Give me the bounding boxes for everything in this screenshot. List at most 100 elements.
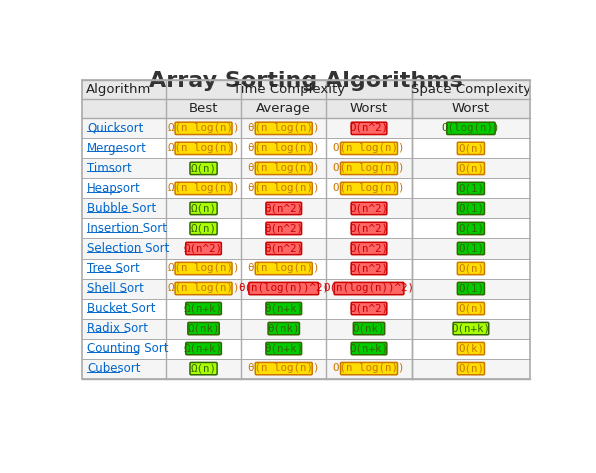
- Text: O(n): O(n): [458, 263, 484, 273]
- Text: Insertion Sort: Insertion Sort: [87, 221, 167, 235]
- Text: O(k): O(k): [458, 343, 484, 353]
- Text: Counting Sort: Counting Sort: [87, 342, 169, 355]
- FancyBboxPatch shape: [186, 302, 221, 315]
- Text: Shell Sort: Shell Sort: [87, 281, 144, 295]
- FancyBboxPatch shape: [457, 242, 485, 254]
- FancyBboxPatch shape: [266, 342, 302, 355]
- Text: θ(n(log(n))^2): θ(n(log(n))^2): [238, 283, 329, 293]
- FancyBboxPatch shape: [255, 263, 312, 275]
- Text: O(n): O(n): [458, 303, 484, 313]
- FancyBboxPatch shape: [457, 182, 485, 194]
- FancyBboxPatch shape: [249, 282, 319, 295]
- Text: Ω(n log(n)): Ω(n log(n)): [168, 123, 239, 133]
- FancyBboxPatch shape: [457, 142, 485, 155]
- Text: Time Complexity: Time Complexity: [232, 83, 345, 96]
- FancyBboxPatch shape: [255, 142, 312, 155]
- Text: Ω(n log(n)): Ω(n log(n)): [168, 143, 239, 153]
- Text: θ(n^2): θ(n^2): [264, 203, 303, 213]
- FancyBboxPatch shape: [351, 202, 387, 215]
- Text: O(n^2): O(n^2): [349, 263, 389, 273]
- Text: Quicksort: Quicksort: [87, 122, 143, 134]
- Text: Bucket Sort: Bucket Sort: [87, 302, 156, 315]
- FancyBboxPatch shape: [351, 242, 387, 254]
- FancyBboxPatch shape: [255, 362, 312, 375]
- Text: θ(n+k): θ(n+k): [264, 303, 303, 313]
- FancyBboxPatch shape: [266, 222, 302, 235]
- Text: Cubesort: Cubesort: [87, 362, 141, 375]
- FancyBboxPatch shape: [457, 282, 485, 295]
- Text: θ(n log(n)): θ(n log(n)): [248, 363, 319, 373]
- Text: O(n log(n)): O(n log(n)): [333, 183, 405, 193]
- FancyBboxPatch shape: [457, 362, 485, 375]
- Text: θ(n log(n)): θ(n log(n)): [248, 143, 319, 153]
- Bar: [82, 318, 530, 339]
- Text: θ(n log(n)): θ(n log(n)): [248, 263, 319, 273]
- FancyBboxPatch shape: [175, 122, 232, 134]
- Bar: [82, 279, 530, 298]
- Text: Ω(nk): Ω(nk): [187, 323, 220, 333]
- Bar: [82, 80, 530, 378]
- Text: O(n^2): O(n^2): [349, 243, 389, 253]
- Text: Ω(n log(n)): Ω(n log(n)): [168, 263, 239, 273]
- Text: Ω(n log(n)): Ω(n log(n)): [168, 183, 239, 193]
- Text: O(n^2): O(n^2): [349, 303, 389, 313]
- Text: Ω(n+k): Ω(n+k): [184, 343, 223, 353]
- Text: Selection Sort: Selection Sort: [87, 242, 169, 254]
- FancyBboxPatch shape: [340, 162, 398, 175]
- Text: Best: Best: [189, 102, 218, 115]
- FancyBboxPatch shape: [351, 302, 387, 315]
- Text: O(n): O(n): [458, 363, 484, 373]
- Text: Worst: Worst: [350, 102, 388, 115]
- Bar: [82, 199, 530, 219]
- Text: O(n+k): O(n+k): [451, 323, 491, 333]
- Bar: [82, 259, 530, 279]
- Text: O(1): O(1): [458, 203, 484, 213]
- FancyBboxPatch shape: [266, 202, 302, 215]
- FancyBboxPatch shape: [351, 122, 387, 134]
- Text: O(1): O(1): [458, 283, 484, 293]
- Text: O(n^2): O(n^2): [349, 203, 389, 213]
- Text: Space Complexity: Space Complexity: [411, 83, 531, 96]
- Bar: [82, 359, 530, 378]
- Text: O(n): O(n): [458, 163, 484, 173]
- Bar: [82, 158, 530, 178]
- FancyBboxPatch shape: [175, 263, 232, 275]
- Text: Mergesort: Mergesort: [87, 141, 147, 155]
- Text: Ω(n log(n)): Ω(n log(n)): [168, 283, 239, 293]
- Text: Radix Sort: Radix Sort: [87, 322, 148, 335]
- FancyBboxPatch shape: [351, 342, 387, 355]
- Bar: [82, 298, 530, 318]
- FancyBboxPatch shape: [340, 182, 398, 194]
- FancyBboxPatch shape: [457, 162, 485, 175]
- FancyBboxPatch shape: [175, 282, 232, 295]
- FancyBboxPatch shape: [266, 242, 302, 254]
- Bar: [82, 238, 530, 259]
- FancyBboxPatch shape: [340, 142, 398, 155]
- Bar: [82, 118, 530, 139]
- Text: Ω(n): Ω(n): [191, 363, 216, 373]
- Text: O(n log(n)): O(n log(n)): [333, 363, 405, 373]
- Text: O(n log(n)): O(n log(n)): [333, 143, 405, 153]
- Bar: [82, 80, 530, 99]
- Text: Bubble Sort: Bubble Sort: [87, 201, 156, 215]
- Text: O(n^2): O(n^2): [349, 123, 389, 133]
- Text: Ω(n): Ω(n): [191, 203, 216, 213]
- FancyBboxPatch shape: [186, 242, 221, 254]
- Text: O(n log(n)): O(n log(n)): [333, 163, 405, 173]
- Bar: [82, 178, 530, 199]
- FancyBboxPatch shape: [190, 222, 217, 235]
- Text: Ω(n): Ω(n): [191, 223, 216, 233]
- FancyBboxPatch shape: [334, 282, 404, 295]
- Text: O(n+k): O(n+k): [349, 343, 389, 353]
- FancyBboxPatch shape: [457, 263, 485, 275]
- Text: Ω(n^2): Ω(n^2): [184, 243, 223, 253]
- FancyBboxPatch shape: [351, 263, 387, 275]
- FancyBboxPatch shape: [190, 202, 217, 215]
- Bar: [82, 219, 530, 238]
- FancyBboxPatch shape: [457, 202, 485, 215]
- FancyBboxPatch shape: [266, 302, 302, 315]
- Text: O(n(log(n))^2): O(n(log(n))^2): [324, 283, 414, 293]
- Text: O(n^2): O(n^2): [349, 223, 389, 233]
- Text: θ(nk): θ(nk): [268, 323, 300, 333]
- Text: O(1): O(1): [458, 223, 484, 233]
